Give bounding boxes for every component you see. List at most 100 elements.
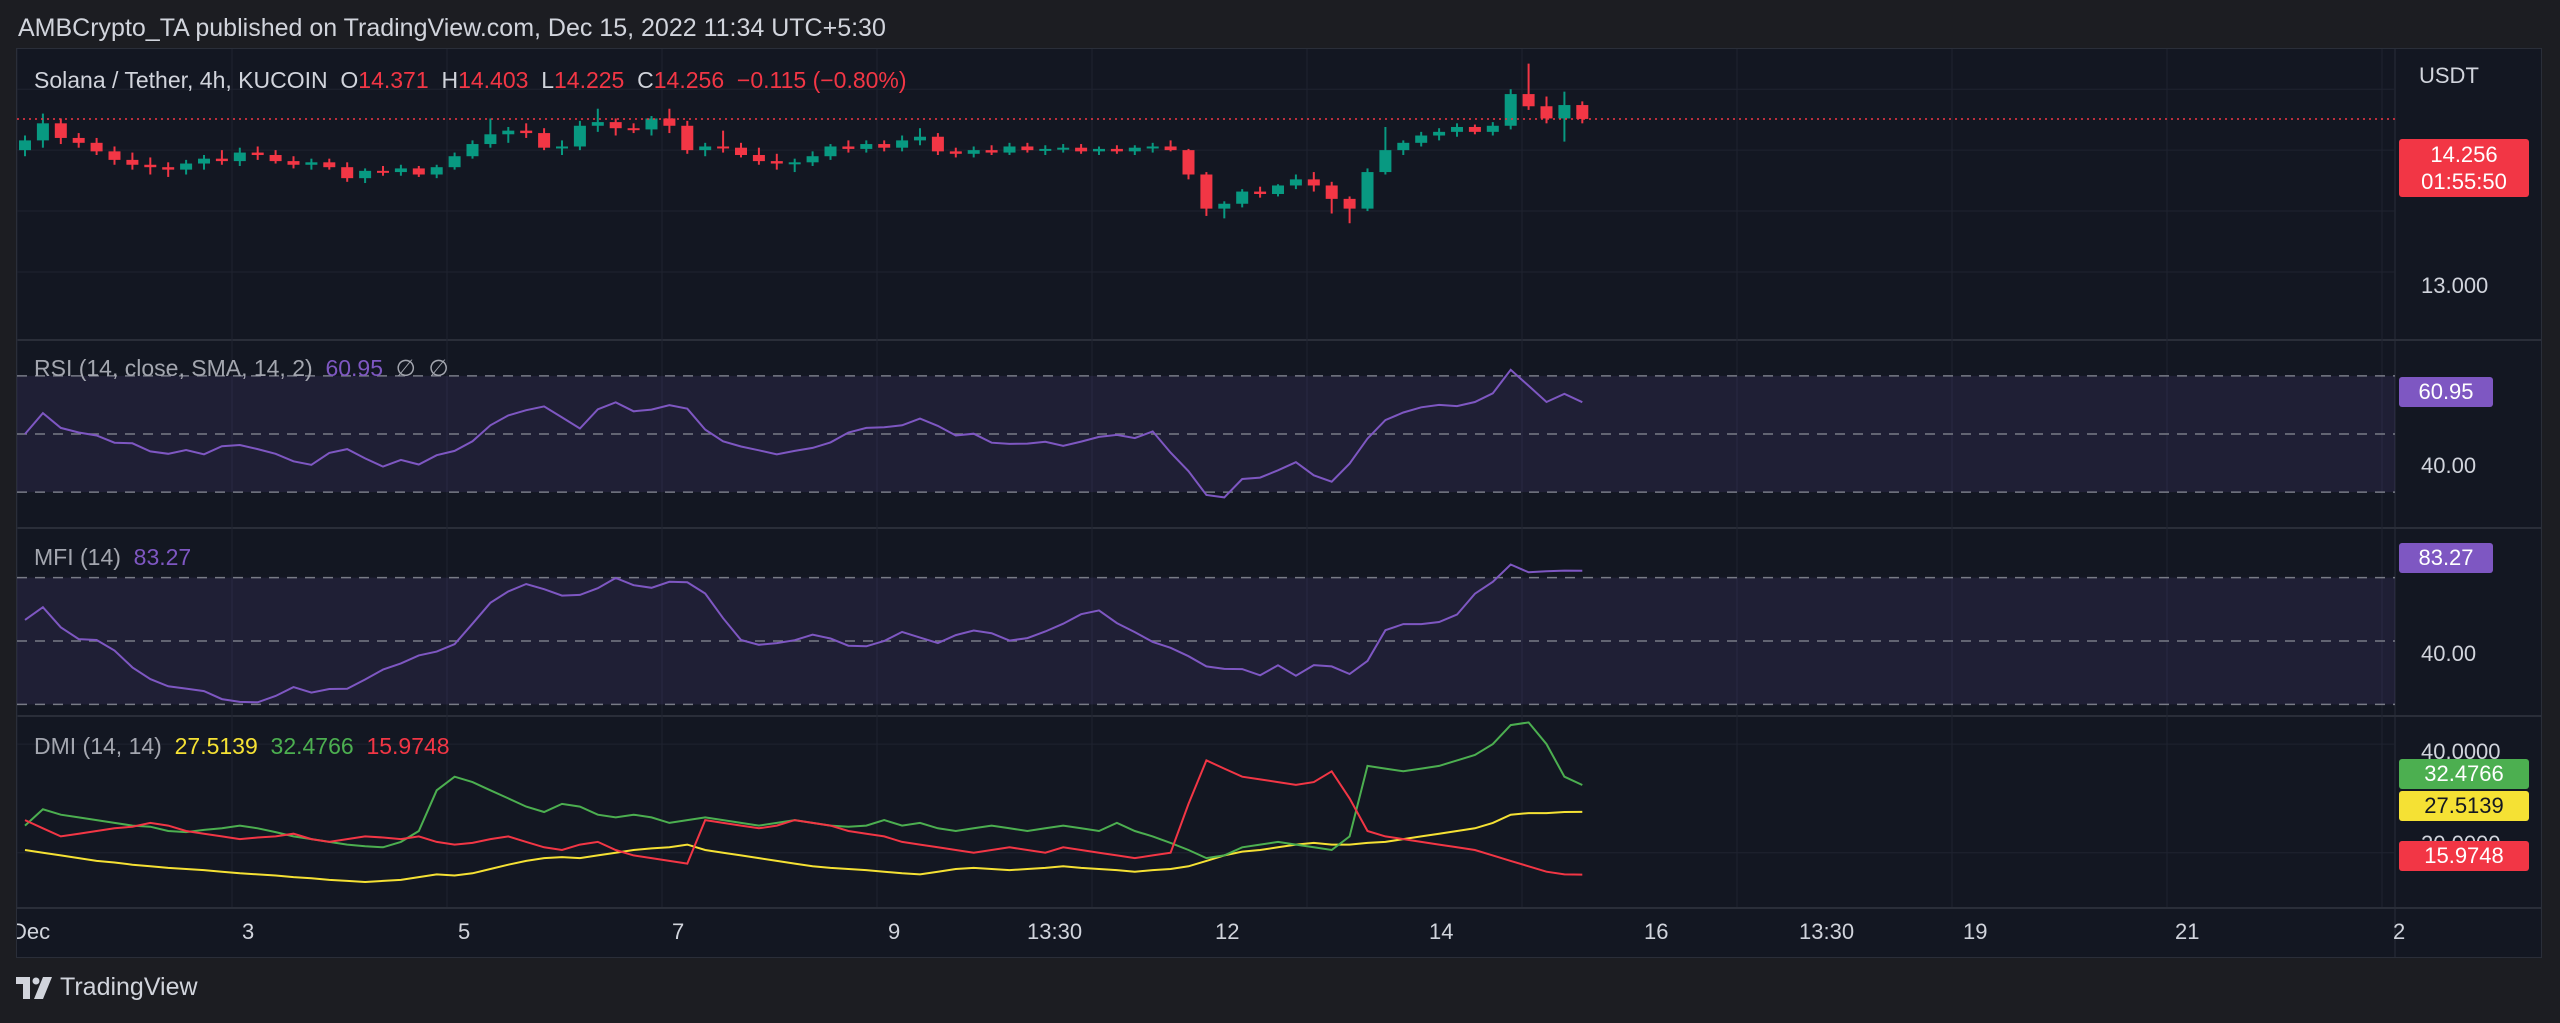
candle-body [1289,179,1302,186]
candle-body [752,155,765,162]
open-value: 14.371 [358,67,429,93]
candle-body [1379,150,1392,173]
candle-body [305,162,318,165]
candle-body [1468,126,1481,132]
tradingview-logo-icon [16,976,52,999]
currency-label: USDT [2419,63,2479,88]
candle-body [860,144,873,149]
rsi-value: 60.95 [325,355,384,381]
candle-body [144,164,157,168]
candle-body [377,170,389,173]
candle-body [538,133,551,148]
candle-body [1093,148,1105,152]
candle-body [1325,185,1338,199]
time-tick-label: Dec [17,919,51,944]
candle-body [1110,148,1123,152]
footer: TradingView [16,973,198,1002]
candle-body [215,158,228,162]
candle-body [502,130,515,135]
publisher-header: AMBCrypto_TA published on TradingView.co… [18,14,886,42]
candle-body [931,136,944,152]
candle-body [735,147,747,156]
time-tick-label: 13:30 [1027,919,1083,944]
candle-body [1218,203,1231,209]
low-value: 14.225 [554,67,625,93]
candle-body [1164,146,1177,151]
time-tick-label: 2 [2393,919,2406,944]
candle-countdown: 01:55:50 [2421,169,2507,194]
candle-body [1128,147,1141,152]
adx-line [24,810,1583,884]
rsi-extra-1: ∅ [395,355,416,381]
dmi-minus-di-value: 15.9748 [366,733,450,759]
candle-body [1182,150,1195,175]
symbol-label[interactable]: Solana / Tether, 4h, KUCOIN [34,67,328,93]
candle-body [806,156,819,163]
mfi-last-tag: 83.27 [2399,543,2493,573]
candle-body [341,167,354,179]
candle-body [520,130,533,134]
time-tick-label: 12 [1215,919,1240,944]
time-tick-label: 7 [672,919,685,944]
candle-body [1039,148,1052,151]
candle-body [162,167,175,170]
candle-body [949,151,962,154]
candle-body [1272,185,1284,194]
candle-body [19,140,31,151]
tradingview-brand: TradingView [60,973,198,1001]
candle-body [1057,147,1070,150]
candle-body [1397,142,1410,151]
dmi-plus-di-value: 32.4766 [270,733,354,759]
candle-body [985,150,998,153]
candle-body [359,170,372,179]
candle-body [1415,135,1428,143]
time-tick-label: 14 [1429,919,1454,944]
mfi-name[interactable]: MFI (14) [34,544,121,570]
candle-body [770,161,783,164]
mfi-tick: 40.00 [2421,641,2477,666]
low-key: L [541,67,554,93]
mfi-line [24,563,1583,704]
close-value: 14.256 [653,67,725,93]
dmi-name[interactable]: DMI (14, 14) [34,733,162,759]
rsi-name[interactable]: RSI (14, close, SMA, 14, 2) [34,355,313,381]
minus-di-tag: 15.9748 [2399,841,2529,871]
candle-body [412,168,425,175]
time-tick-label: 9 [888,919,901,944]
candle-body [233,152,246,162]
high-key: H [441,67,459,93]
dmi-adx-value: 27.5139 [174,733,258,759]
rsi-last-tag: 60.95 [2399,377,2493,407]
candle-body [824,146,837,157]
candle-body [394,168,407,173]
candle-body [1558,105,1571,119]
candle-body [1307,179,1320,186]
close-key: C [637,67,654,93]
price-tick: 13.000 [2421,273,2489,298]
time-tick-label: 21 [2175,919,2200,944]
rsi-line [24,368,1583,499]
candle-body [1486,125,1499,132]
candle-body [1522,94,1535,107]
candle-body [108,151,121,160]
chart-canvas[interactable] [17,49,2541,957]
candle-body [1343,198,1356,209]
candle-body [1576,105,1589,119]
candle-body [54,123,67,138]
last-price-tag: 14.256 01:55:50 [2399,139,2529,197]
open-key: O [340,67,359,93]
mfi-legend: MFI (14) 83.27 [34,544,191,571]
chart-area[interactable]: Solana / Tether, 4h, KUCOIN O14.371 H 14.… [16,48,2542,958]
candle-body [1504,94,1517,126]
candle-body [556,146,568,149]
candle-body [36,123,49,141]
candle-body [1451,126,1463,132]
candle-body [1003,146,1016,153]
mfi-value: 83.27 [133,544,192,570]
candle-body [914,136,926,141]
candle-body [484,134,497,145]
candle-body [842,146,855,149]
candle-body [72,137,85,143]
candle-body [1433,131,1446,136]
candle-body [287,161,300,165]
